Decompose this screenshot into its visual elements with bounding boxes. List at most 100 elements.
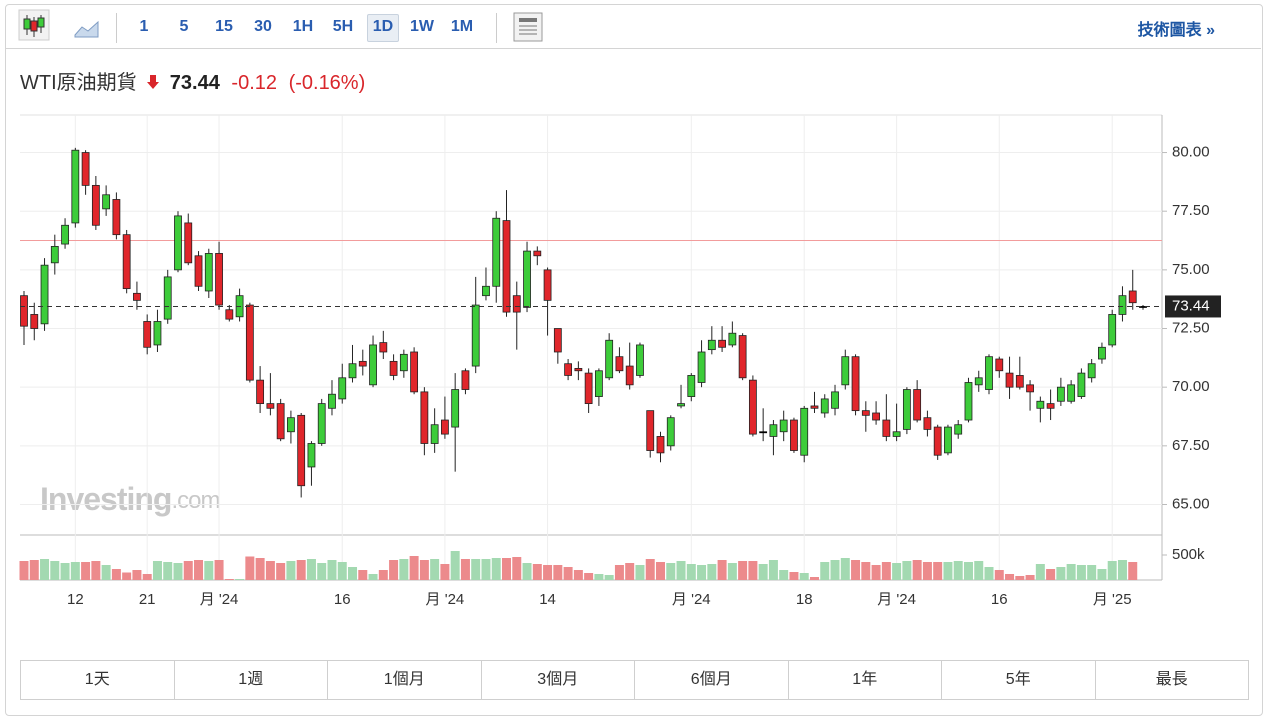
- range-button[interactable]: 1週: [173, 661, 328, 699]
- x-tick-label: 16: [991, 591, 1008, 608]
- interval-button[interactable]: 5: [179, 18, 189, 35]
- candle-body: [1128, 290, 1137, 304]
- range-button[interactable]: 3個月: [480, 661, 635, 699]
- candle-body: [872, 412, 880, 421]
- y-tick-label: 77.50: [1172, 202, 1210, 219]
- candle-body: [594, 370, 603, 397]
- volume-bar: [922, 562, 932, 580]
- range-button[interactable]: 最長: [1094, 661, 1249, 699]
- volume-bar: [481, 559, 491, 580]
- candle-body: [512, 295, 521, 313]
- x-tick-label: 12: [67, 591, 84, 608]
- x-tick-label: 21: [139, 591, 156, 608]
- y-tick-label: 72.50: [1172, 319, 1210, 336]
- volume-bar: [553, 565, 563, 580]
- interval-button[interactable]: 1D: [367, 14, 399, 42]
- volume-bar: [183, 561, 193, 580]
- volume-bar: [512, 557, 522, 580]
- candle-body: [153, 321, 162, 346]
- toolbar: 技術圖表 » 1 5 15 30 1H 5H 1D 1W 1M: [6, 5, 1261, 49]
- candle-body: [461, 370, 470, 390]
- candle-icon[interactable]: [16, 7, 56, 47]
- candle-body: [882, 419, 891, 437]
- candle-body: [851, 356, 860, 412]
- y-tick-label: 67.50: [1172, 437, 1210, 454]
- range-button[interactable]: 6個月: [634, 661, 788, 699]
- volume-bar: [635, 565, 645, 580]
- candle-body: [687, 375, 696, 397]
- volume-bar: [614, 565, 624, 580]
- volume-bar: [902, 561, 912, 580]
- volume-bar: [666, 563, 676, 580]
- range-button[interactable]: 1年: [787, 661, 942, 699]
- volume-bar: [460, 559, 470, 580]
- interval-button[interactable]: 1: [139, 18, 149, 35]
- volume-bar: [1056, 567, 1066, 580]
- interval-button[interactable]: 5H: [332, 18, 354, 35]
- candle-body: [20, 295, 28, 327]
- candle-body: [174, 215, 182, 271]
- candle-body: [287, 417, 295, 433]
- candle-body: [707, 339, 716, 351]
- volume-bar: [358, 570, 368, 580]
- candle-body: [666, 417, 675, 447]
- header: WTI原油期貨 73.44 -0.12 (-0.16%): [20, 66, 371, 95]
- volume-bar: [707, 564, 717, 580]
- candle-body: [430, 424, 439, 444]
- volume-bar: [727, 563, 737, 580]
- volume-bar: [337, 562, 347, 580]
- volume-bar: [1117, 560, 1127, 580]
- volume-bar: [892, 563, 902, 580]
- candle-body: [441, 419, 449, 435]
- candle-body: [574, 368, 583, 372]
- x-tick-label: 月 '24: [672, 591, 711, 608]
- volume-bar: [625, 563, 635, 580]
- candle-body: [102, 194, 111, 210]
- volume-bar: [101, 565, 111, 580]
- range-button[interactable]: 1個月: [327, 661, 481, 699]
- interval-button[interactable]: 30: [254, 18, 272, 35]
- interval-button[interactable]: 1M: [450, 18, 474, 35]
- volume-bar: [450, 551, 460, 580]
- candle-body: [748, 379, 757, 435]
- volume-bar: [296, 560, 306, 580]
- volume-bar: [306, 559, 316, 580]
- volume-tick-label: 500k: [1172, 546, 1205, 563]
- volume-bar: [881, 562, 891, 580]
- watermark-suffix: .com: [171, 487, 219, 514]
- candle-body: [769, 424, 778, 437]
- volume-bar: [840, 558, 850, 580]
- candle-body: [543, 269, 552, 301]
- candle-body: [266, 403, 275, 409]
- candle-body: [328, 393, 336, 409]
- candle-body: [1005, 372, 1014, 388]
- candle-body: [133, 292, 141, 301]
- interval-button[interactable]: 1H: [292, 18, 314, 35]
- volume-bar: [974, 561, 984, 580]
- volume-bar: [871, 565, 881, 580]
- volume-bar: [532, 564, 542, 580]
- volume-bar: [317, 563, 327, 580]
- volume-bar: [19, 561, 29, 580]
- technical-chart-link[interactable]: 技術圖表 »: [1137, 22, 1215, 39]
- watermark-brand: Investing: [40, 481, 171, 517]
- candle-body: [451, 389, 460, 428]
- line-icon[interactable]: [72, 13, 102, 43]
- volume-bar: [142, 574, 152, 580]
- interval-button[interactable]: 15: [215, 18, 233, 35]
- volume-bar: [430, 559, 440, 580]
- candle-body: [1087, 363, 1096, 379]
- range-button[interactable]: 5年: [941, 661, 1095, 699]
- candle-body: [276, 403, 285, 440]
- interval-button[interactable]: 1W: [410, 18, 434, 35]
- candle-body: [482, 285, 490, 297]
- volume-bar: [1046, 569, 1056, 580]
- range-button[interactable]: 1天: [84, 671, 110, 688]
- candle-body: [399, 353, 408, 372]
- candle-body: [122, 234, 131, 290]
- candle-body: [358, 360, 367, 367]
- candle-body: [81, 152, 90, 186]
- volume-bar: [738, 561, 748, 580]
- layout-icon[interactable]: [512, 11, 544, 43]
- volume-bar: [789, 572, 799, 580]
